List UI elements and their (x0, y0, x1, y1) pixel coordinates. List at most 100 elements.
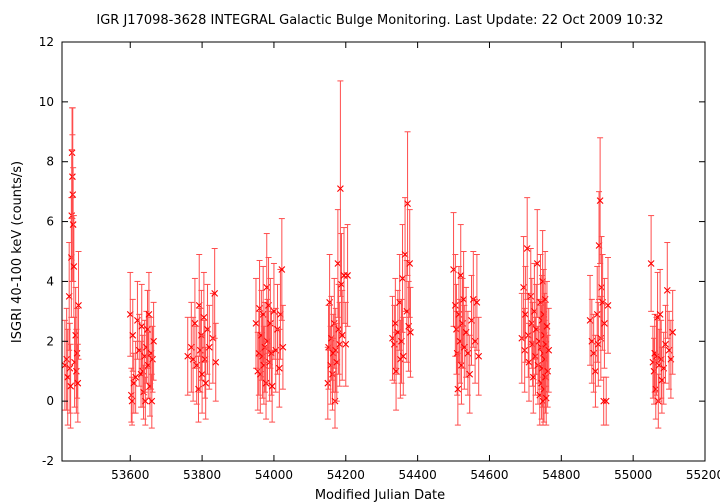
point-marker (211, 290, 219, 297)
point-marker (662, 340, 669, 348)
x-tick-label: 54800 (542, 468, 580, 482)
point-marker (337, 185, 344, 193)
point-marker (126, 310, 134, 318)
point-marker (657, 355, 665, 363)
point-marker (277, 310, 284, 318)
data-point (132, 340, 140, 414)
axis-ticks: 53600 53800 54000 54200 54400 54600 54800 55000… (39, 35, 720, 482)
point-marker (145, 310, 153, 318)
point-marker (279, 343, 287, 351)
y-tick-label: 12 (39, 35, 54, 49)
point-marker (406, 260, 414, 267)
point-marker (201, 355, 209, 363)
y-tick-label: 2 (46, 334, 54, 348)
data-point (656, 268, 664, 360)
point-marker (200, 313, 208, 321)
data-point (202, 346, 210, 420)
point-marker (338, 281, 345, 288)
data-point (324, 346, 332, 420)
data-point (407, 286, 414, 378)
point-marker (198, 370, 206, 378)
data-point (406, 209, 414, 318)
data-point (344, 224, 351, 327)
data-point (75, 251, 82, 360)
data-point (602, 376, 610, 426)
y-tick-label: 6 (46, 215, 54, 229)
point-marker (336, 340, 344, 348)
point-marker (656, 310, 664, 318)
point-marker (527, 293, 535, 300)
point-marker (148, 397, 156, 405)
point-marker (475, 352, 483, 360)
point-marker (602, 397, 610, 405)
point-marker (647, 260, 655, 267)
data-point (279, 304, 287, 390)
data-point (74, 343, 82, 423)
x-tick-label: 54600 (470, 468, 508, 482)
data-point (69, 167, 77, 282)
data-point (138, 283, 146, 369)
data-point (147, 316, 155, 390)
point-marker (521, 346, 529, 354)
point-marker (72, 367, 80, 375)
y-tick-label: -2 (42, 454, 54, 468)
point-marker (458, 361, 465, 369)
plot-frame (61, 41, 706, 462)
point-marker (528, 319, 536, 327)
point-marker (141, 397, 149, 405)
point-marker (544, 367, 552, 375)
point-marker (451, 301, 459, 309)
point-marker (601, 319, 608, 327)
point-marker (132, 373, 140, 381)
data-point (399, 224, 406, 333)
point-marker (663, 287, 671, 294)
point-marker (129, 331, 137, 339)
y-tick-label: 8 (46, 155, 54, 169)
point-marker (324, 379, 332, 387)
point-marker (669, 328, 677, 336)
data-point (212, 322, 220, 402)
data-point (528, 277, 536, 369)
data-point (523, 197, 531, 300)
point-marker (63, 355, 71, 363)
point-marker (596, 197, 604, 205)
data-point (545, 307, 553, 393)
y-tick-label: 4 (46, 274, 54, 288)
point-marker (338, 331, 346, 339)
point-marker (259, 352, 266, 360)
point-marker (533, 260, 541, 267)
point-marker (473, 298, 481, 306)
point-marker (399, 352, 407, 360)
point-marker (399, 275, 406, 282)
x-tick-label: 55200 (686, 468, 720, 482)
data-point (252, 277, 260, 369)
point-marker (545, 346, 553, 354)
point-marker (212, 358, 220, 366)
point-marker (453, 325, 460, 333)
point-marker (69, 221, 77, 228)
data-point (150, 301, 157, 381)
point-marker (147, 349, 155, 357)
data-point (657, 319, 665, 399)
x-tick-label: 54000 (255, 468, 293, 482)
data-point (653, 316, 660, 396)
data-point (456, 298, 464, 384)
x-axis-label: Modified Julian Date (315, 488, 445, 503)
data-point (521, 307, 529, 393)
data-point (205, 304, 213, 390)
point-marker (539, 278, 547, 285)
point-marker (66, 364, 74, 372)
data-point (149, 325, 156, 393)
point-marker (205, 343, 213, 351)
point-marker (332, 346, 340, 354)
point-marker (592, 367, 599, 375)
x-tick-label: 53800 (183, 468, 221, 482)
data-point (544, 334, 552, 408)
point-marker (454, 385, 462, 393)
point-marker (524, 331, 532, 339)
point-marker (252, 319, 260, 327)
point-marker (460, 295, 467, 303)
point-marker (334, 260, 342, 267)
data-point (333, 322, 341, 402)
data-point (399, 316, 407, 396)
